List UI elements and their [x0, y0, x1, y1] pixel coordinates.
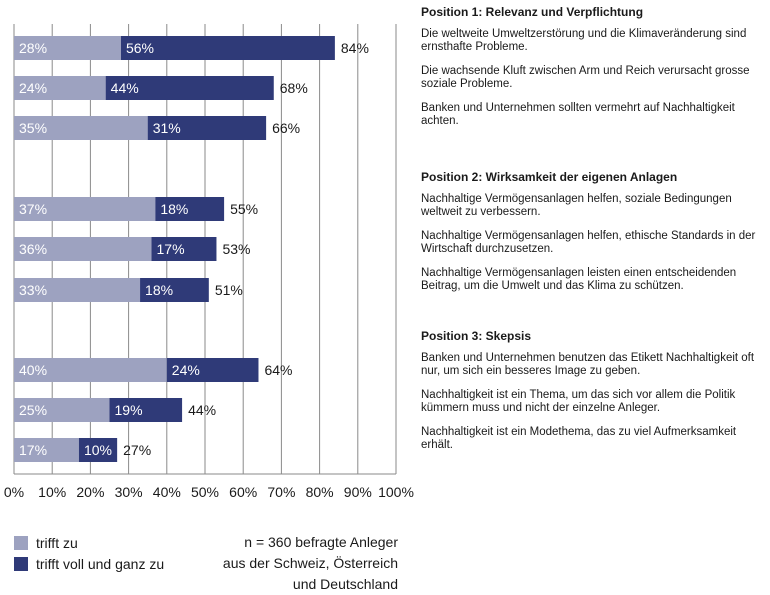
bar-trifft-zu	[14, 116, 148, 140]
bar-label-trifft-voll: 31%	[153, 120, 181, 136]
bar-trifft-voll	[78, 438, 118, 462]
legend-swatch-trifft-zu	[14, 535, 28, 550]
bar-total-label: 68%	[280, 80, 308, 96]
statement-text: Banken und Unternehmen benutzen das Etik…	[421, 352, 755, 377]
x-tick-label: 90%	[344, 484, 372, 500]
bar-trifft-voll	[151, 237, 217, 261]
legend-item-trifft-zu: trifft zu	[14, 532, 164, 553]
bar-label-trifft-zu: 35%	[19, 120, 47, 136]
group-title: Position 3: Skepsis	[421, 329, 532, 343]
x-tick-label: 100%	[378, 484, 414, 500]
bar-label-trifft-zu: 28%	[19, 40, 47, 56]
x-tick-label: 60%	[229, 484, 257, 500]
bar-trifft-zu	[14, 398, 110, 422]
bar-trifft-voll	[155, 197, 225, 221]
bar-label-trifft-voll: 19%	[115, 402, 143, 418]
bar-label-trifft-voll: 44%	[111, 80, 139, 96]
legend-swatch-trifft-voll	[14, 556, 28, 571]
group-position-3: Position 3: Skepsis Banken und Unternehm…	[421, 330, 766, 463]
x-tick-label: 20%	[76, 484, 104, 500]
group-position-1: Position 1: Relevanz und Verpflichtung D…	[421, 6, 766, 139]
x-tick-label: 50%	[191, 484, 219, 500]
bar-trifft-voll	[120, 36, 335, 60]
group-position-2: Position 2: Wirksamkeit der eigenen Anla…	[421, 171, 766, 304]
bar-total-label: 44%	[188, 402, 216, 418]
statement-text: Nachhaltige Vermögensanlagen leisten ein…	[421, 267, 737, 292]
bar-label-trifft-voll: 17%	[157, 241, 185, 257]
statement-text: Die weltweite Umweltzerstörung und die K…	[421, 28, 747, 53]
bar-label-trifft-voll: 24%	[172, 362, 200, 378]
sample-note-line1: n = 360 befragte Anleger	[244, 534, 398, 550]
bar-label-trifft-zu: 24%	[19, 80, 47, 96]
x-tick-label: 80%	[306, 484, 334, 500]
group-title: Position 1: Relevanz und Verpflichtung	[421, 5, 644, 19]
statement-text: Nachhaltigkeit ist ein Modethema, das zu…	[421, 426, 737, 451]
bar-total-label: 27%	[123, 442, 151, 458]
bar-trifft-zu	[14, 438, 79, 462]
bar-label-trifft-zu: 17%	[19, 442, 47, 458]
bar-total-label: 53%	[222, 241, 250, 257]
bar-label-trifft-zu: 40%	[19, 362, 47, 378]
legend: trifft zu trifft voll und ganz zu	[14, 532, 164, 574]
bar-label-trifft-zu: 37%	[19, 201, 47, 217]
bar-total-label: 64%	[264, 362, 292, 378]
bar-trifft-zu	[14, 278, 141, 302]
bar-total-label: 84%	[341, 40, 369, 56]
bar-label-trifft-voll: 18%	[160, 201, 188, 217]
x-tick-label: 0%	[4, 484, 24, 500]
bar-label-trifft-voll: 56%	[126, 40, 154, 56]
bar-total-label: 66%	[272, 120, 300, 136]
bar-trifft-zu	[14, 237, 152, 261]
statement-text: Nachhaltige Vermögensanlagen helfen, soz…	[421, 193, 732, 218]
bar-label-trifft-zu: 33%	[19, 282, 47, 298]
bar-trifft-zu	[14, 76, 106, 100]
legend-label-trifft-zu: trifft zu	[36, 534, 78, 551]
bar-trifft-zu	[14, 36, 121, 60]
bar-trifft-voll	[147, 116, 267, 140]
bar-label-trifft-voll: 18%	[145, 282, 173, 298]
group-title: Position 2: Wirksamkeit der eigenen Anla…	[421, 170, 678, 184]
sample-note-line2: aus der Schweiz, Österreich	[222, 555, 398, 571]
statement-text: Nachhaltige Vermögensanlagen helfen, eth…	[421, 230, 756, 255]
bar-trifft-zu	[14, 197, 156, 221]
sample-note: n = 360 befragte Anleger aus der Schweiz…	[178, 532, 398, 595]
legend-item-trifft-voll: trifft voll und ganz zu	[14, 553, 164, 574]
statement-text: Nachhaltigkeit ist ein Thema, um das sic…	[421, 389, 736, 414]
x-tick-label: 30%	[115, 484, 143, 500]
stacked-bar-chart: 0% 10% 20% 30% 40% 50% 60% 70% 80% 90% 100% 28% 56% 8…	[4, 24, 414, 500]
statement-text: Die wachsende Kluft zwischen Arm und Rei…	[421, 65, 750, 90]
bar-trifft-zu	[14, 358, 167, 382]
bar-label-trifft-zu: 36%	[19, 241, 47, 257]
bar-total-label: 51%	[215, 282, 243, 298]
bar-label-trifft-zu: 25%	[19, 402, 47, 418]
x-tick-label: 40%	[153, 484, 181, 500]
sample-note-line3: und Deutschland	[292, 576, 398, 592]
x-tick-label: 70%	[267, 484, 295, 500]
bar-total-label: 55%	[230, 201, 258, 217]
legend-label-trifft-voll: trifft voll und ganz zu	[36, 555, 165, 572]
bar-trifft-voll	[166, 358, 259, 382]
statement-text: Banken und Unternehmen sollten vermehrt …	[421, 102, 735, 127]
bar-label-trifft-voll: 10%	[84, 442, 112, 458]
bar-trifft-voll	[109, 398, 183, 422]
x-tick-label: 10%	[38, 484, 66, 500]
bar-trifft-voll	[105, 76, 274, 100]
bar-trifft-voll	[140, 278, 209, 302]
